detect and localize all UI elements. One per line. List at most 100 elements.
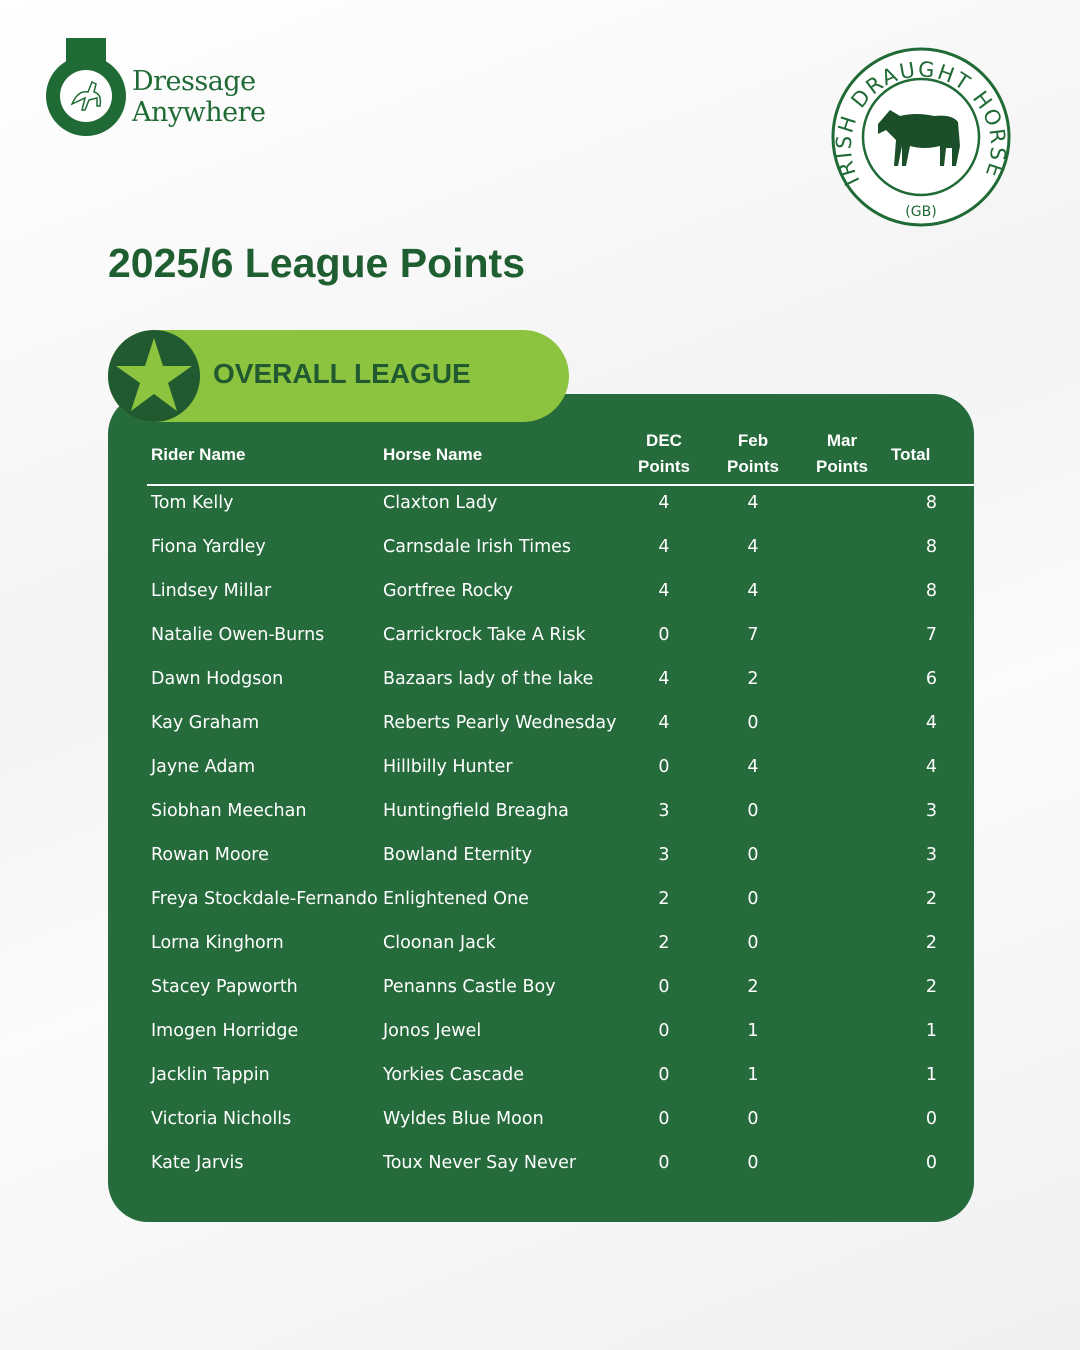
cell-total: 2 (925, 977, 937, 997)
cell-dec: 0 (658, 625, 670, 645)
cell-feb: 0 (747, 1109, 759, 1129)
star-icon (116, 338, 192, 411)
table-row: Kate Jarvis Toux Never Say Never 0 0 0 (0, 1153, 1080, 1183)
cell-rider: Natalie Owen-Burns (151, 625, 325, 645)
header-rider: Rider Name (151, 445, 246, 464)
header-dec-line2: Points (638, 457, 690, 476)
cell-total: 7 (925, 625, 937, 645)
cell-total: 8 (925, 581, 937, 601)
cell-horse: Carnsdale Irish Times (383, 537, 571, 557)
table-row: Stacey Papworth Penanns Castle Boy 0 2 2 (0, 977, 1080, 1007)
cell-rider: Rowan Moore (151, 845, 269, 865)
header-total: Total (891, 445, 931, 464)
cell-rider: Freya Stockdale-Fernando (151, 889, 378, 909)
cell-horse: Bowland Eternity (383, 845, 533, 865)
cell-total: 1 (925, 1065, 937, 1085)
cell-rider: Kate Jarvis (151, 1153, 244, 1173)
cell-feb: 0 (747, 933, 759, 953)
table-row: Freya Stockdale-Fernando Enlightened One 2… (0, 889, 1080, 919)
cell-total: 2 (925, 933, 937, 953)
header-mar-line1: Mar (826, 431, 858, 450)
cell-total: 1 (925, 1021, 937, 1041)
star-badge (108, 330, 200, 422)
table-row: Jacklin Tappin Yorkies Cascade 0 1 1 (0, 1065, 1080, 1095)
cell-feb: 7 (747, 625, 759, 645)
header-mar-line2: Points (816, 457, 868, 476)
cell-feb: 1 (747, 1065, 759, 1085)
table-row: Fiona Yardley Carnsdale Irish Times 4 4 8 (0, 537, 1080, 567)
cell-horse: Enlightened One (383, 889, 529, 909)
cell-total: 8 (925, 537, 937, 557)
header-horse: Horse Name (383, 445, 483, 464)
cell-rider: Tom Kelly (151, 493, 234, 513)
cell-feb: 0 (747, 845, 759, 865)
cell-dec: 3 (658, 801, 670, 821)
cell-rider: Siobhan Meechan (151, 801, 307, 821)
cell-rider: Fiona Yardley (151, 537, 266, 557)
cell-dec: 0 (658, 1153, 670, 1173)
table-row: Siobhan Meechan Huntingfield Breagha 3 0 3 (0, 801, 1080, 831)
table-row: Rowan Moore Bowland Eternity 3 0 3 (0, 845, 1080, 875)
cell-horse: Wyldes Blue Moon (383, 1109, 544, 1129)
cell-dec: 4 (658, 581, 670, 601)
cell-horse: Gortfree Rocky (383, 581, 513, 601)
cell-feb: 0 (747, 801, 759, 821)
header-feb-line1: Feb (737, 431, 769, 450)
cell-dec: 2 (658, 933, 670, 953)
cell-total: 3 (925, 801, 937, 821)
cell-total: 8 (925, 493, 937, 513)
cell-horse: Reberts Pearly Wednesday (383, 713, 617, 733)
page-title: 2025/6 League Points (108, 240, 526, 286)
cell-dec: 4 (658, 669, 670, 689)
cell-rider: Dawn Hodgson (151, 669, 284, 689)
cell-feb: 4 (747, 537, 759, 557)
table-row: Victoria Nicholls Wyldes Blue Moon 0 0 0 (0, 1109, 1080, 1139)
cell-total: 2 (925, 889, 937, 909)
cell-horse: Yorkies Cascade (383, 1065, 524, 1085)
header-mar: Mar Points (802, 428, 882, 480)
cell-horse: Penanns Castle Boy (383, 977, 556, 997)
dressage-anywhere-logo (44, 38, 284, 138)
cell-total: 0 (925, 1109, 937, 1129)
cell-total: 6 (925, 669, 937, 689)
cell-dec: 3 (658, 845, 670, 865)
irish-draught-horse-society-seal: IRISH DRAUGHT HORSE SOCIETY (GB) (830, 46, 1011, 227)
cell-rider: Jayne Adam (151, 757, 256, 777)
cell-horse: Hillbilly Hunter (383, 757, 513, 777)
table-row: Lorna Kinghorn Cloonan Jack 2 0 2 (0, 933, 1080, 963)
cell-horse: Toux Never Say Never (383, 1153, 577, 1173)
cell-horse: Carrickrock Take A Risk (383, 625, 586, 645)
cell-total: 4 (925, 757, 937, 777)
cell-dec: 4 (658, 713, 670, 733)
header-dec: DEC Points (624, 428, 704, 480)
cell-rider: Stacey Papworth (151, 977, 298, 997)
cell-dec: 4 (658, 537, 670, 557)
svg-text:(GB): (GB) (905, 204, 936, 220)
cell-horse: Cloonan Jack (383, 933, 496, 953)
cell-dec: 0 (658, 977, 670, 997)
cell-feb: 2 (747, 669, 759, 689)
cell-feb: 1 (747, 1021, 759, 1041)
table-row: Tom Kelly Claxton Lady 4 4 8 (0, 493, 1080, 523)
logo-text-line-2: Anywhere (132, 97, 266, 128)
cell-dec: 2 (658, 889, 670, 909)
cell-rider: Victoria Nicholls (151, 1109, 292, 1129)
cell-total: 4 (925, 713, 937, 733)
table-row: Lindsey Millar Gortfree Rocky 4 4 8 (0, 581, 1080, 611)
cell-total: 0 (925, 1153, 937, 1173)
cell-feb: 4 (747, 493, 759, 513)
cell-feb: 4 (747, 581, 759, 601)
cell-rider: Lindsey Millar (151, 581, 272, 601)
cell-feb: 0 (747, 713, 759, 733)
cell-total: 3 (925, 845, 937, 865)
cell-rider: Imogen Horridge (151, 1021, 299, 1041)
table-row: Imogen Horridge Jonos Jewel 0 1 1 (0, 1021, 1080, 1051)
header-feb-line2: Points (727, 457, 779, 476)
cell-dec: 4 (658, 493, 670, 513)
cell-rider: Lorna Kinghorn (151, 933, 284, 953)
logo-text-line-1: Dressage (132, 66, 256, 97)
header-dec-line1: DEC (646, 431, 682, 450)
cell-dec: 0 (658, 757, 670, 777)
league-table-panel (108, 394, 974, 1222)
cell-feb: 0 (747, 1153, 759, 1173)
